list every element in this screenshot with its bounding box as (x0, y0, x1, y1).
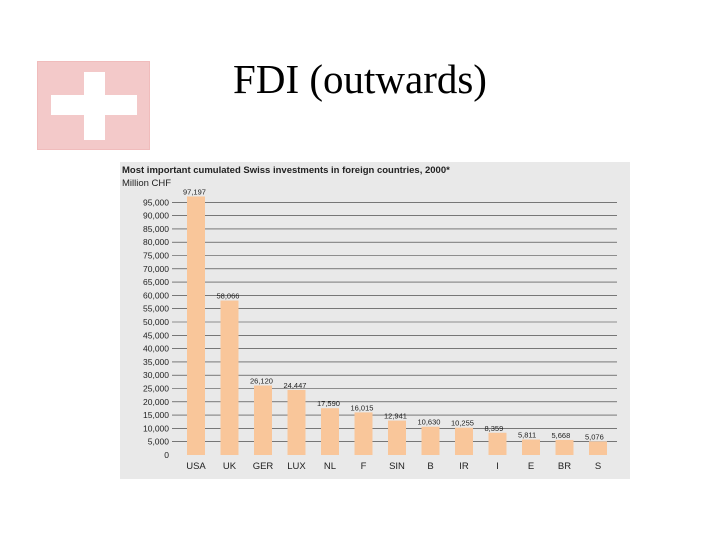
bar-chart: Most important cumulated Swiss investmen… (122, 165, 617, 472)
x-tick-label: I (496, 461, 499, 472)
y-tick-label: 10,000 (143, 423, 169, 433)
y-tick-label: 40,000 (143, 344, 169, 354)
x-tick-label: USA (186, 461, 206, 472)
value-label: 5,668 (552, 431, 571, 440)
bar-uk (220, 300, 239, 455)
y-tick-label: 75,000 (143, 251, 169, 261)
bar-e (522, 439, 540, 455)
x-tick-label: S (595, 461, 601, 472)
bar-nl (321, 408, 339, 455)
y-tick-label: 5,000 (148, 437, 170, 447)
x-tick-label: SIN (389, 461, 405, 472)
x-tick-label: UK (223, 461, 237, 472)
value-label: 26,120 (250, 377, 273, 386)
x-tick-label: BR (558, 461, 571, 472)
y-tick-label: 0 (164, 450, 169, 460)
swiss-flag-logo (37, 61, 150, 150)
value-label: 58,066 (217, 292, 240, 301)
value-label: 5,076 (585, 432, 604, 441)
y-tick-label: 20,000 (143, 397, 169, 407)
y-axis-label: Million CHF (122, 178, 171, 189)
bar-ger (254, 385, 272, 455)
y-tick-label: 95,000 (143, 197, 169, 207)
y-tick-label: 70,000 (143, 264, 169, 274)
y-tick-label: 65,000 (143, 277, 169, 287)
y-tick-label: 80,000 (143, 237, 169, 247)
bar-usa (187, 196, 205, 455)
y-tick-label: 85,000 (143, 224, 169, 234)
y-tick-label: 35,000 (143, 357, 169, 367)
value-label: 5,811 (518, 431, 536, 440)
y-tick-label: 25,000 (143, 384, 169, 394)
value-label: 17,590 (317, 399, 340, 408)
flag-cross-vertical (84, 72, 105, 140)
value-label: 16,015 (351, 403, 374, 412)
bar-s (589, 441, 607, 455)
gridlines (172, 201, 617, 443)
x-tick-labels: USA UK GER LUX NL F SIN B IR I E BR S (186, 461, 601, 472)
y-tick-labels: 0 5,000 10,000 15,000 20,000 25,000 30,000 35,0… (143, 197, 169, 460)
y-tick-label: 60,000 (143, 290, 169, 300)
y-tick-label: 50,000 (143, 317, 169, 327)
x-tick-label: LUX (287, 461, 306, 472)
value-label: 10,630 (418, 418, 441, 427)
y-tick-label: 15,000 (143, 410, 169, 420)
x-tick-label: NL (324, 461, 336, 472)
value-label: 97,197 (183, 187, 206, 196)
bar-sin (388, 420, 406, 455)
bar-f (354, 412, 373, 455)
x-tick-label: F (361, 461, 367, 472)
value-label: 10,255 (451, 419, 474, 428)
value-label: 12,941 (384, 412, 407, 421)
x-tick-label: GER (253, 461, 274, 472)
x-tick-label: B (427, 461, 433, 472)
chart-panel: Most important cumulated Swiss investmen… (120, 162, 630, 479)
slide-title: FDI (outwards) (233, 56, 487, 102)
bar-b (421, 426, 440, 455)
value-labels: 97,197 58,066 26,120 24,447 17,590 16,015 12,9… (183, 187, 604, 441)
bar-lux (287, 389, 306, 455)
bar-ir (455, 427, 473, 455)
x-tick-label: IR (459, 461, 469, 472)
y-tick-label: 30,000 (143, 370, 169, 380)
bar-i (488, 432, 507, 455)
bars (187, 196, 607, 455)
bar-br (555, 439, 574, 455)
chart-title: Most important cumulated Swiss investmen… (122, 165, 450, 176)
y-tick-label: 45,000 (143, 330, 169, 340)
value-label: 24,447 (284, 381, 307, 390)
y-tick-label: 90,000 (143, 211, 169, 221)
x-tick-label: E (528, 461, 534, 472)
y-tick-label: 55,000 (143, 304, 169, 314)
value-label: 8,359 (485, 424, 504, 433)
